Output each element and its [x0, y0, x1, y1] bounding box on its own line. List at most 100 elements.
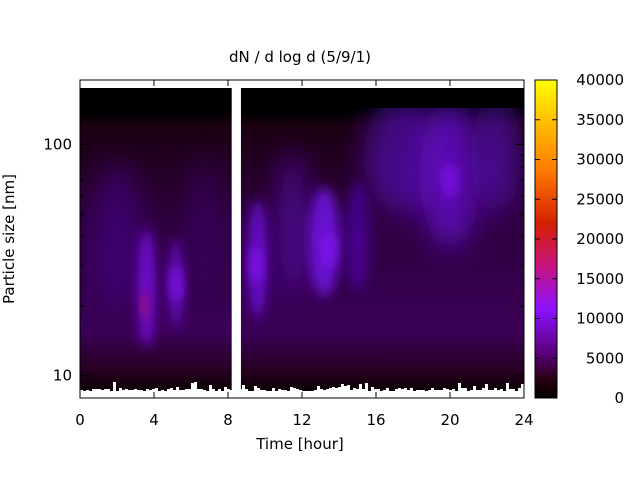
colorbar-tick-label: 35000 [576, 111, 624, 129]
heatmap-gap-cell [149, 390, 152, 398]
x-axis: 0 4 8 12 16 20 24 [75, 80, 534, 429]
heatmap-gap-cell [470, 390, 473, 398]
heatmap-gap-cell [101, 390, 104, 398]
heatmap-gap-cell [167, 389, 170, 398]
heatmap-gap-cell [311, 391, 314, 398]
heatmap-gap-cell [206, 391, 209, 398]
heatmap-blob [137, 227, 156, 348]
heatmap-gap-cell [335, 388, 338, 398]
heatmap-blob [471, 95, 522, 216]
heatmap-gap-cell [260, 390, 263, 398]
heatmap-gap-cell [212, 389, 215, 398]
y-tick-label: 100 [43, 135, 72, 153]
heatmap-gap-cell [446, 389, 449, 398]
heatmap-gap-cell [296, 389, 299, 398]
heatmap-gap-cell [458, 383, 461, 398]
heatmap-gap-cell [437, 390, 440, 398]
heatmap-gap-cell [254, 386, 257, 398]
heatmap-gap-cell [197, 389, 200, 398]
heatmap-gap-cell [386, 388, 389, 398]
heatmap-gap-cell [506, 383, 509, 398]
heatmap-gap-cell [317, 386, 320, 398]
x-tick-label: 4 [149, 411, 159, 429]
heatmap-gap-cell [323, 390, 326, 398]
y-tick-label: 10 [53, 367, 72, 385]
heatmap-blob [191, 154, 220, 295]
heatmap-gap-cell [122, 390, 125, 398]
heatmap-gap-cell [131, 390, 134, 398]
y-axis-label: Particle size [nm] [0, 174, 18, 304]
heatmap-gap-cell [224, 387, 227, 398]
heatmap-gap-cell [134, 389, 137, 398]
heatmap-gap-cell [140, 390, 143, 398]
heatmap-gap-cell [407, 390, 410, 398]
heatmap-gap-cell [356, 389, 359, 398]
heatmap-gap-cell [368, 391, 371, 398]
x-tick-label: 16 [366, 411, 385, 429]
heatmap-gap-cell [251, 391, 254, 398]
heatmap-peak [444, 162, 456, 199]
heatmap-gap-cell [128, 390, 131, 398]
heatmap-gap-cell [488, 390, 491, 398]
heatmap-gap-cell [116, 391, 119, 398]
heatmap-gap-cell [395, 389, 398, 398]
heatmap-gap-cell [440, 390, 443, 398]
heatmap-gap-cell [350, 390, 353, 398]
heatmap-gap-cell [155, 388, 158, 398]
heatmap-gap-cell [401, 389, 404, 398]
x-tick-label: 8 [223, 411, 233, 429]
heatmap-gap-cell [92, 389, 95, 398]
heatmap-gap-cell [293, 388, 296, 398]
heatmap-gap-cell [344, 386, 347, 398]
heatmap-top-band [80, 88, 524, 108]
heatmap-gap-cell [464, 388, 467, 398]
heatmap-gap-cell [98, 389, 101, 398]
heatmap-gap-cell [482, 388, 485, 398]
colorbar-tick-label: 25000 [576, 190, 624, 208]
heatmap-gap-cell [107, 389, 110, 398]
heatmap-gap-cell [338, 387, 341, 398]
heatmap-gap-cell [362, 389, 365, 398]
colorbar-tick-label: 0 [614, 389, 624, 407]
heatmap-gap-cell [371, 387, 374, 398]
heatmap-gap-cell [113, 382, 116, 398]
heatmap-gap-cell [359, 384, 362, 398]
x-tick-label: 20 [440, 411, 459, 429]
heatmap-gap-cell [125, 389, 128, 398]
heatmap-gap-cell [326, 389, 329, 398]
heatmap-gap-cell [266, 391, 269, 398]
heatmap-gap-cell [89, 391, 92, 398]
colorbar-tick-label: 20000 [576, 230, 624, 248]
heatmap-gap-cell [494, 388, 497, 398]
heatmap-gap-cell [194, 382, 197, 398]
heatmap-gap-cell [428, 390, 431, 398]
heatmap-gap-cell [143, 391, 146, 398]
colorbar-tick-label: 40000 [576, 71, 624, 89]
heatmap-gap-cell [290, 387, 293, 398]
heatmap-gap-cell [287, 391, 290, 398]
heatmap-gap-cell [185, 389, 188, 398]
heatmap-gap-cell [176, 387, 179, 398]
heatmap-gap-cell [497, 390, 500, 398]
colorbar-tick-label: 10000 [576, 310, 624, 328]
heatmap-gap-cell [455, 391, 458, 398]
heatmap-gap-cell [170, 388, 173, 398]
heatmap-gap-cell [467, 391, 470, 398]
heatmap-peak [249, 247, 262, 284]
x-tick-label: 24 [514, 411, 533, 429]
heatmap-gap-cell [95, 389, 98, 398]
heatmap-blob [345, 181, 370, 292]
heatmap-gap-cell [200, 389, 203, 398]
heatmap-gap-cell [299, 390, 302, 398]
heatmap-gap-cell [434, 390, 437, 398]
heatmap-gap-cell [80, 390, 83, 398]
heatmap-gap-cell [281, 390, 284, 398]
x-tick-label: 12 [292, 411, 311, 429]
heatmap-gap-cell [380, 391, 383, 398]
heatmap-gap-cell [389, 391, 392, 398]
heatmap-gap-cell [314, 390, 317, 398]
heatmap-peak [323, 231, 336, 268]
y-axis: 10 100 [43, 135, 524, 399]
heatmap-peak [141, 292, 148, 321]
